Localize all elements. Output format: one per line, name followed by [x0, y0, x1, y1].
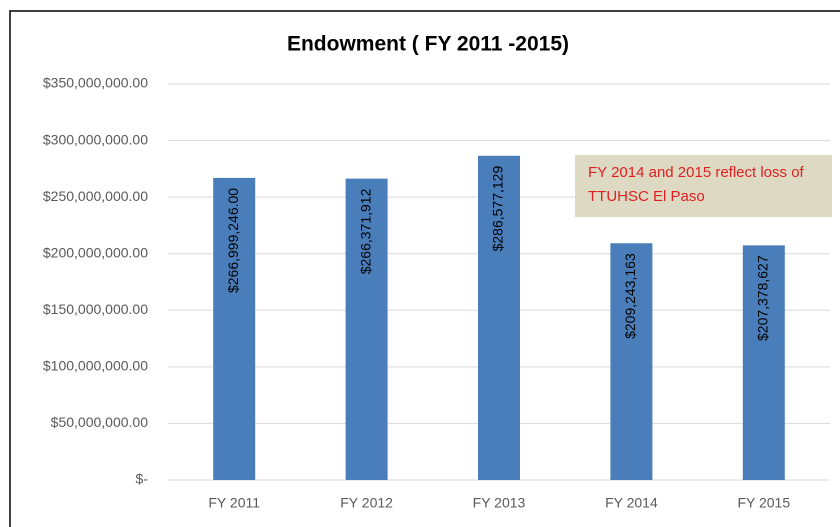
y-tick-label: $300,000,000.00: [43, 131, 148, 147]
x-tick-label: FY 2013: [473, 495, 526, 511]
value-label: $286,577,129: [490, 166, 506, 252]
bar: [610, 243, 653, 480]
value-label: $266,999,246.00: [225, 188, 241, 293]
x-tick-label: FY 2015: [737, 495, 790, 511]
y-tick-label: $150,000,000.00: [43, 301, 148, 317]
y-tick-label: $-: [136, 471, 149, 487]
y-tick-label: $250,000,000.00: [43, 188, 148, 204]
value-label: $266,371,912: [357, 188, 373, 274]
chart-frame: [9, 10, 840, 527]
y-tick-label: $50,000,000.00: [51, 414, 149, 430]
x-tick-label: FY 2011: [208, 495, 260, 511]
chart-title: Endowment ( FY 2011 -2015): [287, 33, 569, 56]
annotation-box: [575, 155, 832, 217]
x-tick-label: FY 2014: [605, 495, 658, 511]
value-label: $209,243,163: [622, 253, 638, 339]
y-tick-label: $200,000,000.00: [43, 244, 148, 260]
annotation-text: TTUHSC El Paso: [588, 188, 705, 205]
bar: [213, 177, 256, 480]
annotation-text: FY 2014 and 2015 reflect loss of: [588, 164, 805, 181]
y-tick-label: $350,000,000.00: [43, 75, 148, 91]
bar: [345, 178, 388, 480]
bar: [742, 245, 785, 480]
value-label: $207,378,627: [755, 255, 771, 341]
x-tick-label: FY 2012: [340, 495, 393, 511]
y-tick-label: $100,000,000.00: [43, 358, 148, 374]
bar: [478, 155, 520, 480]
